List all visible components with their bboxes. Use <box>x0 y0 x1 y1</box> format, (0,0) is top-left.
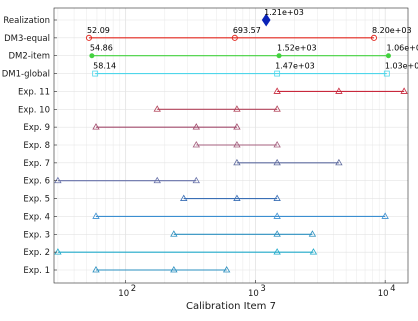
data-label: 8.20e+03 <box>372 26 412 35</box>
y-tick-label: Exp. 8 <box>23 141 50 151</box>
data-point-triangle <box>273 212 281 219</box>
y-tick-label: Exp. 3 <box>23 230 50 240</box>
data-label: 52.09 <box>87 26 110 35</box>
data-point-diamond <box>261 13 271 27</box>
data-point-triangle <box>400 87 408 94</box>
data-point-triangle <box>273 248 281 255</box>
y-tick-label: Exp. 5 <box>23 195 50 205</box>
data-point-dot <box>276 53 282 59</box>
data-point-dot <box>89 53 95 59</box>
y-tick-label: Realization <box>3 16 50 26</box>
data-point-triangle <box>273 194 281 201</box>
series-layer: 58.14 1.47e+03 1.03e+04 54.86 1.52e+03 1.06e+… <box>54 8 418 273</box>
x-axis-label: Calibration Item 7 <box>186 301 276 312</box>
x-tick-labels: 10 2 10 3 10 4 <box>118 280 396 299</box>
data-point-triangle <box>273 230 281 237</box>
data-point-circle <box>231 34 238 41</box>
data-label: 1.21e+03 <box>264 8 304 17</box>
data-point-triangle <box>273 87 281 94</box>
data-point-triangle <box>192 140 200 148</box>
data-point-triangle <box>92 265 100 273</box>
data-point-triangle <box>153 176 161 184</box>
data-point-triangle <box>153 105 161 112</box>
data-point-triangle <box>54 248 62 255</box>
y-tick-label: Exp. 9 <box>23 123 50 133</box>
y-tick-label: Exp. 4 <box>23 212 50 222</box>
data-point-triangle <box>233 194 241 201</box>
data-label: 1.52e+03 <box>277 44 317 53</box>
data-point-triangle <box>309 248 318 255</box>
data-point-triangle <box>233 158 241 166</box>
data-label: 1.47e+03 <box>275 62 315 71</box>
data-point-triangle <box>170 230 178 237</box>
data-point-square <box>383 70 390 77</box>
y-tick-label: Exp. 10 <box>18 105 50 115</box>
x-tick-label: 10 <box>118 289 129 299</box>
data-point-triangle <box>170 265 178 273</box>
data-label: 1.06e+04 <box>386 44 418 53</box>
y-tick-label: Exp. 1 <box>23 266 50 276</box>
data-label: 54.86 <box>90 44 113 53</box>
data-point-square <box>274 70 281 77</box>
y-tick-label: Exp. 6 <box>23 177 50 187</box>
x-tick-label: 10 <box>248 289 259 299</box>
x-tick-exponent: 2 <box>131 284 136 294</box>
y-tick-label: DM1-global <box>2 70 50 80</box>
data-point-triangle <box>92 123 100 130</box>
data-label: 58.14 <box>93 62 116 71</box>
y-tick-label: DM2-item <box>8 52 50 62</box>
data-point-triangle <box>273 158 281 166</box>
data-point-triangle <box>273 140 281 148</box>
x-tick-label: 10 <box>378 289 389 299</box>
data-point-triangle <box>192 176 200 184</box>
data-point-dot <box>385 53 391 59</box>
data-point-triangle <box>273 105 281 112</box>
x-tick-exponent: 4 <box>390 284 395 294</box>
data-label: 693.57 <box>233 26 261 35</box>
data-point-triangle <box>381 212 389 219</box>
data-point-triangle <box>233 140 241 148</box>
y-tick-label: Exp. 7 <box>23 159 50 169</box>
y-tick-label: Exp. 11 <box>18 87 50 97</box>
data-point-triangle <box>192 123 200 130</box>
y-tick-label: DM3-equal <box>4 34 50 44</box>
data-point-triangle <box>335 87 343 94</box>
data-point-triangle <box>335 158 343 166</box>
data-point-triangle <box>222 265 231 273</box>
y-tick-labels: Exp. 1 Exp. 2 Exp. 3 Exp. 4 Exp. 5 Exp. 6 Exp.… <box>2 16 57 276</box>
data-label: 1.03e+04 <box>385 62 418 71</box>
data-point-triangle <box>233 105 241 112</box>
x-tick-exponent: 3 <box>260 284 265 294</box>
data-point-circle <box>85 34 93 41</box>
data-point-triangle <box>308 230 317 237</box>
data-point-triangle <box>233 123 241 130</box>
data-point-triangle <box>54 176 62 184</box>
data-point-triangle <box>180 194 188 201</box>
y-tick-label: Exp. 2 <box>23 248 50 258</box>
plot-frame <box>53 7 409 284</box>
data-point-triangle <box>92 212 100 219</box>
data-point-square <box>92 70 99 77</box>
data-point-circle <box>370 34 378 41</box>
